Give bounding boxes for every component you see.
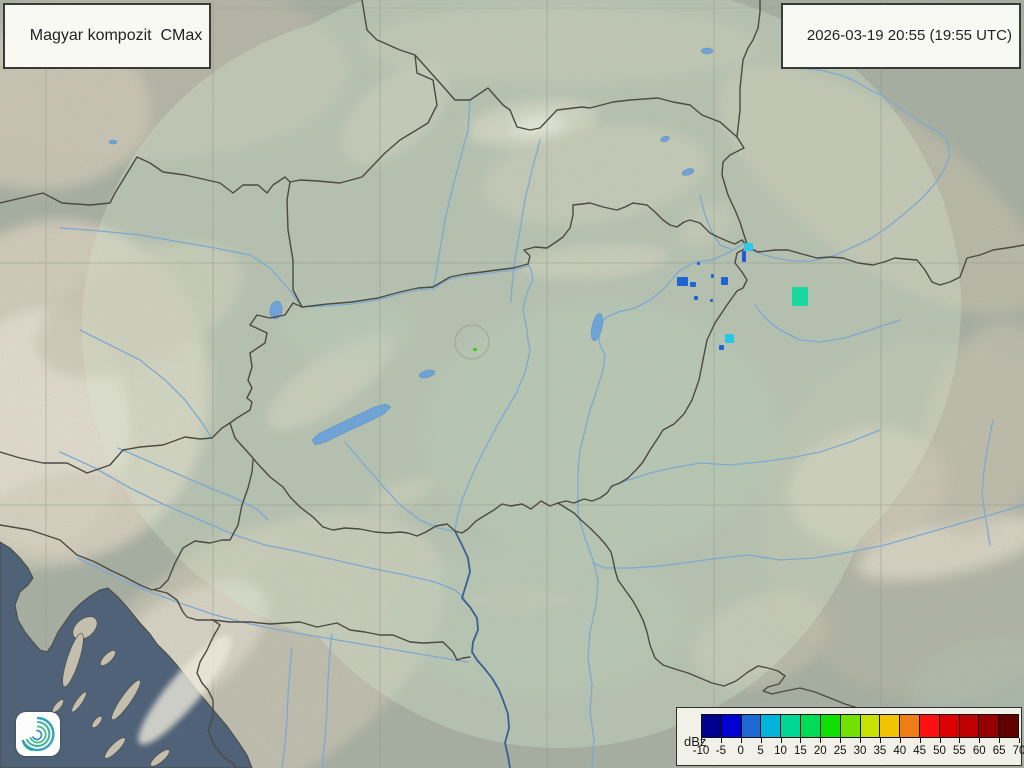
legend-tick-label: 5 — [757, 745, 764, 757]
border-hu-south — [229, 422, 559, 537]
legend-tick-label: -10 — [692, 745, 710, 757]
legend-tick-label: 20 — [813, 745, 827, 757]
legend-color-cell — [800, 714, 821, 738]
weather-service-logo — [16, 712, 60, 756]
legend-tick-label: -5 — [715, 745, 726, 757]
radar-echo — [792, 287, 808, 306]
legend-tick — [820, 738, 822, 743]
legend-tick — [780, 738, 782, 743]
border-rs-ro — [557, 502, 859, 709]
border-at-si — [0, 422, 231, 474]
product-label: Magyar kompozit CMax — [29, 27, 203, 44]
legend-tick — [1019, 738, 1020, 743]
timestamp-box: 2026-03-19 20:55 (19:55 UTC) — [781, 3, 1021, 69]
legend-color-cell — [859, 714, 881, 738]
radar-echo — [677, 277, 688, 286]
legend-color-cell — [918, 714, 940, 738]
product-label-box: Magyar kompozit CMax — [3, 3, 212, 69]
legend-color-cell — [978, 714, 1000, 738]
legend-tick — [840, 738, 842, 743]
radar-echo — [719, 345, 724, 350]
border-cz-sk — [289, 0, 438, 184]
border-cz-at — [0, 156, 303, 308]
legend-tick — [879, 738, 881, 743]
legend-tick-label: 45 — [913, 745, 927, 757]
legend-tick — [939, 738, 941, 743]
legend-tick — [740, 738, 742, 743]
legend-tick-label: 30 — [853, 745, 867, 757]
dbz-unit-label: dBz — [684, 734, 707, 749]
border-ua-ro — [747, 244, 1024, 286]
legend-tick — [760, 738, 762, 743]
legend-tick-label: 10 — [774, 745, 787, 757]
coastal-islands — [52, 616, 170, 767]
legend-color-cell — [720, 714, 742, 738]
legend-tick — [899, 738, 901, 743]
legend-tick-label: 50 — [933, 745, 946, 757]
spiral-logo-icon — [21, 716, 55, 752]
legend-tick-label: 35 — [873, 745, 887, 757]
radar-echo — [697, 262, 700, 265]
legend-tick — [919, 738, 921, 743]
border-hu-sk — [301, 202, 749, 308]
legend-tick-label: 65 — [992, 745, 1006, 757]
legend-tick-label: 0 — [737, 745, 744, 757]
adriatic-sea — [0, 541, 253, 768]
legend-tick-label: 40 — [893, 745, 907, 757]
legend-tick-label: 15 — [793, 745, 807, 757]
legend-tick-label: 70 — [1012, 745, 1024, 757]
legend-color-cell — [879, 714, 901, 738]
radar-echo — [711, 274, 714, 278]
dbz-legend-panel: dBz -10 -5 0 5 10 15 20 25 30 35 40 45 50 55 60 65 70 — [676, 707, 1024, 766]
legend-color-cell — [899, 714, 920, 738]
radar-echo — [690, 282, 696, 287]
lakes — [108, 47, 714, 446]
legend-tick — [701, 738, 702, 743]
legend-tick — [720, 738, 722, 743]
border-si-hr — [0, 459, 254, 591]
danube-lower — [454, 530, 511, 768]
dbz-color-bar — [701, 714, 1019, 738]
legend-tick — [959, 738, 961, 743]
border-pl-sk — [414, 54, 738, 138]
legend-tick-label: 55 — [952, 745, 966, 757]
legend-tick — [979, 738, 981, 743]
rivers — [59, 67, 1024, 768]
radar-echo — [694, 296, 698, 300]
border-hu-ro — [557, 246, 749, 504]
legend-tick — [800, 738, 802, 743]
border-hr-ba-west — [154, 589, 237, 768]
radar-echo — [721, 277, 728, 285]
legend-tick-label: 25 — [833, 745, 847, 757]
timestamp-label: 2026-03-19 20:55 (19:55 UTC) — [806, 27, 1012, 44]
radar-echo — [473, 348, 477, 351]
legend-color-cell — [740, 714, 762, 738]
legend-color-cell — [760, 714, 782, 738]
radar-echo — [742, 251, 746, 262]
radar-echo — [725, 334, 734, 343]
legend-tick — [860, 738, 861, 743]
legend-color-cell — [998, 714, 1019, 738]
legend-color-cell — [819, 714, 841, 738]
legend-color-cell — [839, 714, 861, 738]
border-at-hu — [229, 302, 303, 424]
legend-color-cell — [938, 714, 960, 738]
legend-color-cell — [780, 714, 802, 738]
legend-tick — [999, 738, 1001, 743]
border-hr-ba-north — [212, 619, 471, 661]
border-sk-ua — [721, 136, 749, 248]
legend-tick-label: 60 — [972, 745, 986, 757]
radar-echo — [744, 243, 753, 251]
radar-echo-layer — [473, 243, 808, 351]
border-pl-ua — [736, 0, 761, 138]
city-boundary-ring — [454, 324, 490, 360]
legend-color-cell — [958, 714, 980, 738]
radar-echo — [710, 299, 713, 302]
